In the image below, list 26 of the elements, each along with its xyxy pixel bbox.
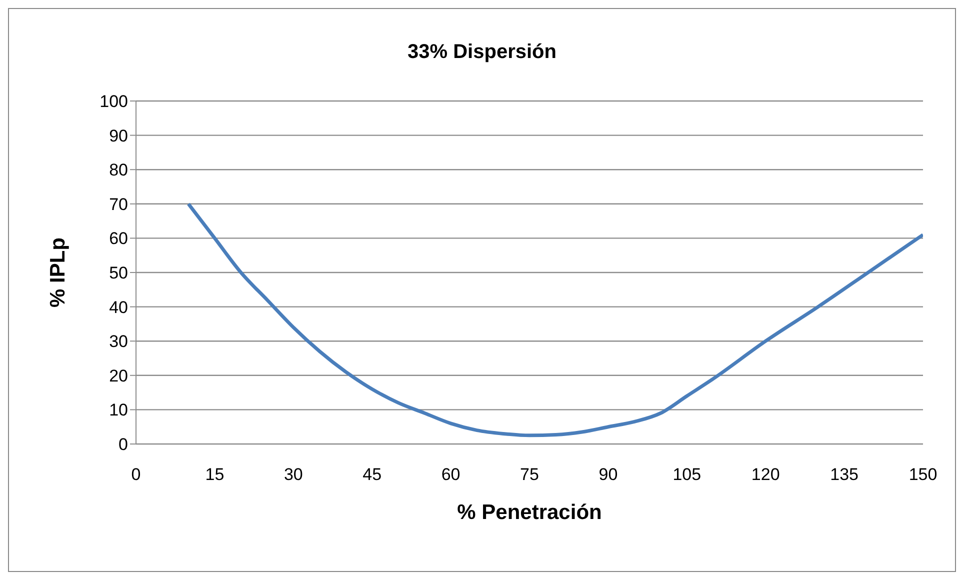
y-tick-label: 70 (109, 194, 128, 214)
y-axis-title: % IPLp (46, 237, 70, 308)
chart-title: 33% Dispersión (406, 41, 558, 64)
x-axis-title: % Penetración (457, 501, 602, 524)
y-tick-label: 30 (109, 332, 128, 352)
x-tick-label: 15 (205, 465, 224, 484)
y-tick-label: 80 (109, 160, 128, 180)
x-tick-label: 60 (441, 465, 460, 484)
x-tick-label: 30 (284, 465, 303, 484)
y-tick-label: 100 (100, 92, 128, 112)
x-tick-label: 90 (598, 465, 618, 484)
x-tick-label: 0 (131, 465, 141, 484)
y-tick-label: 20 (109, 366, 128, 386)
line-series (186, 202, 923, 438)
x-tick-label: 105 (672, 465, 702, 484)
x-tick-label: 120 (751, 465, 780, 484)
x-tick-label: 150 (908, 465, 938, 484)
y-tick-label: 60 (109, 229, 128, 248)
y-tick-label: 90 (109, 126, 128, 146)
y-tick-label: 10 (109, 400, 128, 420)
x-tick-label: 135 (830, 465, 858, 484)
y-tick-label: 40 (109, 298, 128, 317)
y-tick-label: 50 (109, 264, 128, 283)
y-tick-label: 0 (118, 435, 128, 454)
x-tick-label: 45 (362, 465, 382, 484)
x-tick-label: 75 (520, 465, 539, 484)
